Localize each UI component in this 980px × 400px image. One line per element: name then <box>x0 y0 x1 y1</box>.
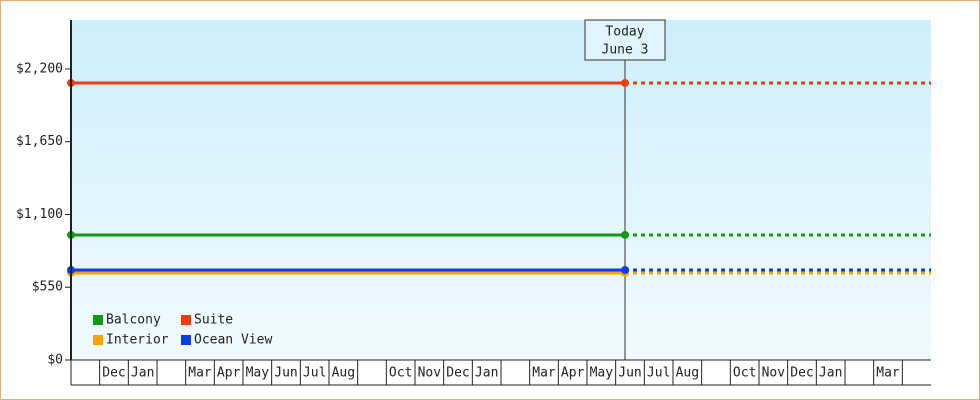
price-point <box>621 78 629 87</box>
legend-swatch <box>93 335 103 345</box>
x-tick-label: Apr <box>217 366 241 381</box>
today-date: June 3 <box>602 43 649 58</box>
x-tick-label: Mar <box>532 366 556 381</box>
x-tick-label: Apr <box>561 366 585 381</box>
x-tick-label: Jul <box>647 366 670 381</box>
plot-area <box>71 20 931 360</box>
x-tick-label: Dec <box>790 366 813 381</box>
today-box <box>584 19 666 61</box>
x-tick-label: Oct <box>389 366 412 381</box>
x-tick-label: May <box>246 366 270 381</box>
x-tick-label: Oct <box>733 366 756 381</box>
x-tick-label: Nov <box>418 366 442 381</box>
x-tick-label: Aug <box>676 366 699 381</box>
legend-swatch <box>181 335 191 345</box>
x-tick-label: Dec <box>446 366 469 381</box>
x-tick-label: Nov <box>762 366 786 381</box>
legend-swatch <box>181 315 191 325</box>
y-tick-label: $550 <box>32 280 63 295</box>
price-point <box>621 230 629 239</box>
legend-swatch <box>93 315 103 325</box>
legend-label: Ocean View <box>194 333 272 348</box>
legend-label: Interior <box>106 333 169 348</box>
y-tick-label: $1,650 <box>16 134 63 149</box>
y-tick-label: $1,100 <box>16 207 63 222</box>
x-tick-label: Mar <box>188 366 212 381</box>
x-tick-label: Jan <box>475 366 498 381</box>
x-tick-label: Jul <box>303 366 326 381</box>
x-tick-label: May <box>590 366 614 381</box>
x-tick-label: Dec <box>102 366 125 381</box>
y-tick-label: $0 <box>47 353 63 368</box>
legend-label: Suite <box>194 313 233 328</box>
x-tick-label: Jan <box>131 366 154 381</box>
x-tick-label: Jun <box>618 366 641 381</box>
x-tick-label: Jan <box>819 366 842 381</box>
x-tick-label: Jun <box>274 366 297 381</box>
price-point <box>621 266 629 275</box>
x-tick-label: Aug <box>332 366 355 381</box>
today-label: Today <box>605 25 644 40</box>
legend-label: Balcony <box>106 313 161 328</box>
x-tick-label: Mar <box>876 366 900 381</box>
y-tick-label: $2,200 <box>16 61 63 76</box>
